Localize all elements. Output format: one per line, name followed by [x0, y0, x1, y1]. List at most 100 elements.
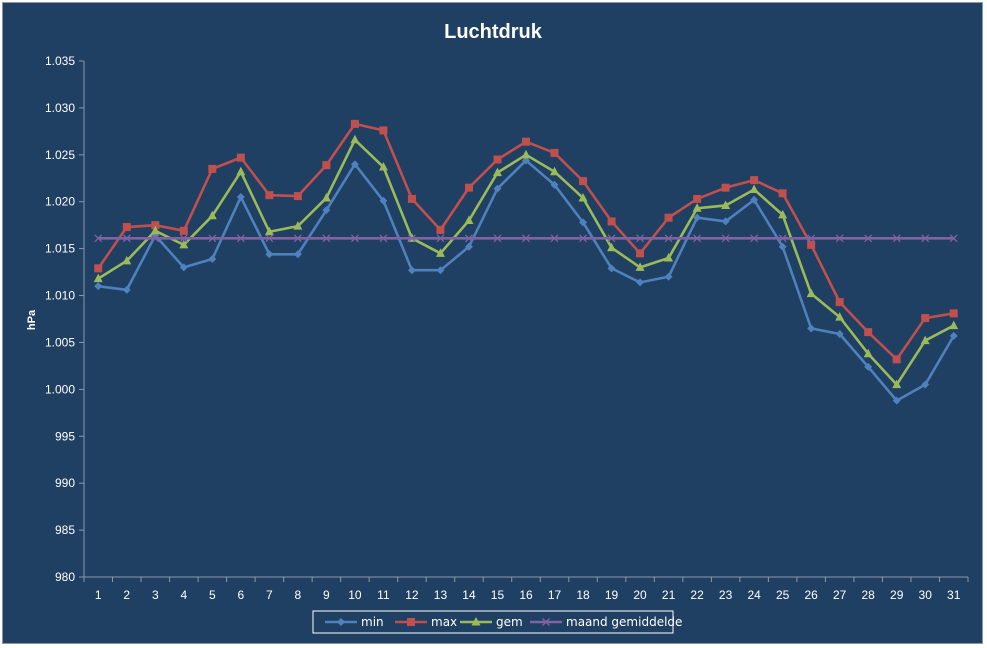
y-tick-label: 1.010: [45, 289, 75, 303]
x-tick-label: 6: [237, 588, 244, 602]
y-tick-label: 1.035: [45, 54, 75, 68]
x-tick-label: 24: [747, 588, 761, 602]
gem-point: [521, 149, 531, 159]
min-point: [607, 264, 616, 273]
max-point: [436, 225, 445, 234]
min-point: [892, 396, 901, 405]
maand-gemiddelde-point: [179, 234, 188, 243]
x-marker-stroke: [721, 234, 730, 243]
min-point: [94, 282, 103, 291]
max-point: [94, 264, 103, 273]
x-marker-stroke: [579, 234, 587, 243]
gem-point: [863, 348, 873, 358]
y-tick-label: 1.000: [45, 382, 75, 396]
max-point: [636, 249, 645, 258]
y-tick-label: 1.020: [45, 195, 75, 209]
x-marker-stroke: [293, 234, 302, 243]
gem-point: [350, 134, 360, 144]
x-marker-stroke: [636, 234, 645, 243]
gem-point: [550, 166, 560, 176]
maand-gemiddelde-point: [94, 234, 103, 243]
min-point: [522, 156, 530, 165]
gem-point: [692, 203, 702, 212]
x-marker-stroke: [949, 234, 958, 243]
legend-gem-point: [471, 617, 481, 626]
x-marker-stroke: [151, 234, 160, 243]
maand-gemiddelde-point: [350, 234, 359, 243]
max-point: [464, 183, 473, 192]
min-point: [436, 266, 445, 275]
x-marker-stroke: [350, 234, 359, 243]
maand-gemiddelde-point: [407, 234, 416, 243]
x-marker-stroke: [892, 234, 901, 243]
x-tick-label: 17: [548, 588, 562, 602]
gem-point: [93, 273, 103, 283]
max-point: [921, 314, 930, 323]
legend-item-gem: gem: [460, 615, 523, 629]
min-point: [921, 380, 930, 389]
x-marker-stroke: [179, 234, 188, 243]
maand-gemiddelde-point: [208, 234, 217, 243]
maand-gemiddelde-point: [522, 234, 530, 243]
gem-point: [179, 239, 189, 249]
x-tick-label: 14: [462, 588, 476, 602]
maand-gemiddelde-point: [151, 234, 160, 243]
min-point: [693, 213, 702, 222]
max-point: [693, 194, 702, 203]
x-marker-stroke: [664, 234, 673, 243]
x-tick-label: 21: [662, 588, 676, 602]
legend-item-max: max: [395, 615, 457, 629]
x-marker-stroke: [322, 234, 331, 243]
maand-gemiddelde-point: [750, 234, 759, 243]
gem-point: [122, 255, 132, 265]
axes: 9809859909951.0001.0051.0101.0151.0201.0…: [45, 54, 969, 602]
gem-point: [378, 162, 388, 171]
x-marker-stroke: [379, 234, 388, 243]
min-point: [550, 180, 559, 189]
gem-point: [207, 210, 217, 220]
x-tick-label: 15: [491, 588, 505, 602]
x-marker-stroke: [550, 234, 559, 243]
x-marker-stroke: [921, 234, 930, 243]
x-tick-label: 16: [519, 588, 533, 602]
gem-point: [236, 166, 246, 176]
gem-point: [721, 200, 731, 209]
max-point: [522, 137, 530, 146]
x-tick-label: 25: [776, 588, 790, 602]
gem-point: [949, 320, 959, 330]
max-point: [236, 153, 245, 162]
gem-point: [806, 288, 816, 298]
min-point: [350, 160, 359, 169]
min-point: [208, 254, 217, 263]
gem-point: [321, 192, 331, 202]
min-point: [807, 324, 816, 333]
maand-gemiddelde-point: [949, 234, 958, 243]
x-tick-label: 1: [95, 588, 102, 602]
max-point: [892, 355, 901, 364]
maand-gemiddelde-point: [550, 234, 559, 243]
x-tick-label: 22: [690, 588, 704, 602]
min-point: [721, 217, 730, 226]
min-point: [664, 272, 673, 281]
min-point: [464, 242, 473, 251]
maand-gemiddelde-point: [664, 234, 673, 243]
y-tick-label: 1.015: [45, 242, 75, 256]
maand-gemiddelde-point: [436, 234, 445, 243]
legend-label: gem: [496, 615, 523, 629]
max-point: [550, 148, 559, 157]
min-point: [778, 242, 787, 251]
x-tick-label: 8: [295, 588, 302, 602]
maand-gemiddelde-point: [721, 234, 730, 243]
max-point: [949, 309, 958, 318]
series-min: [94, 156, 958, 405]
series-layer: [93, 119, 959, 405]
min-point: [493, 184, 502, 193]
y-tick-label: 1.030: [45, 101, 75, 115]
min-point: [122, 285, 131, 294]
max-point: [122, 223, 131, 232]
min-point: [265, 250, 274, 259]
gem-point: [435, 248, 445, 257]
max-point: [208, 164, 217, 173]
x-tick-label: 30: [919, 588, 933, 602]
